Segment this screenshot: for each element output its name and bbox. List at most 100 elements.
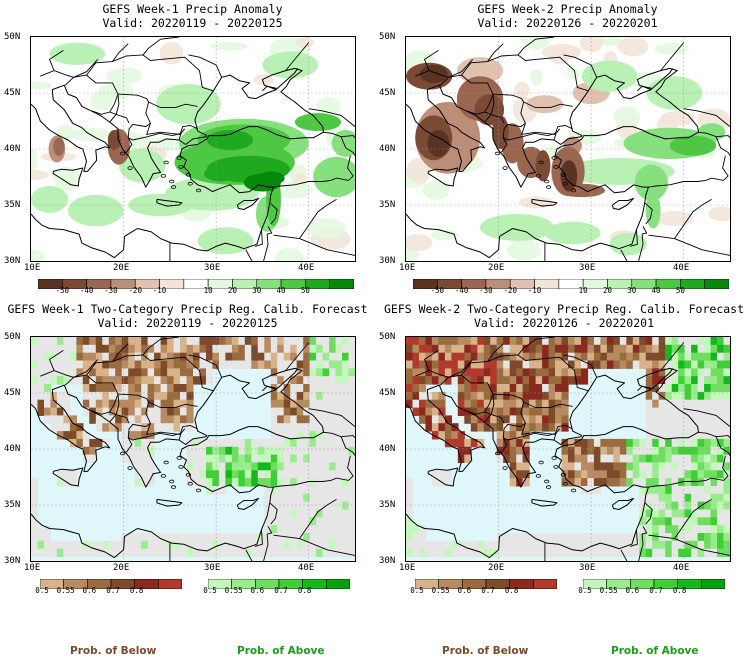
probability-cell [251,352,259,362]
probability-cell [593,454,601,463]
probability-cell [632,337,640,346]
probability-cell [134,478,142,487]
probability-cell [44,344,52,354]
probability-cell [76,540,84,550]
probability-cell [303,517,311,526]
probability-cell [342,517,350,526]
probability-cell [535,540,543,550]
probability-cell [251,470,259,479]
probability-cell [115,391,123,401]
probability-cell [419,368,427,377]
probability-cell [206,352,214,362]
probability-cell [457,360,465,369]
probability-cell [639,517,647,526]
probability-cell [270,352,278,362]
probability-cell [509,407,517,416]
probability-cell [231,352,239,362]
map-boundaries [406,337,730,561]
probability-cell [406,384,414,393]
probability-cell [444,368,452,377]
probability-cell [218,548,226,558]
lat-tick-30n: 30N [4,256,21,266]
probability-cell [283,493,291,503]
probability-cell [206,368,214,377]
probability-cell [535,360,543,369]
probability-cell [561,368,569,377]
probability-cell [464,368,472,377]
probability-cell [516,360,524,369]
border-line [73,59,99,78]
probability-cell [483,352,491,362]
border-line [638,534,644,561]
probability-cell [296,344,304,354]
probability-cell [270,493,278,503]
probability-cell [44,368,52,377]
probability-cell [309,368,317,377]
probability-cell [329,423,337,432]
probability-cell [671,454,679,463]
probability-cell [652,493,660,503]
probability-cell [322,525,330,534]
probability-cell [470,352,478,362]
probability-cell [322,384,330,393]
probability-cell [606,446,614,456]
probability-cell [470,391,478,401]
probability-cell [691,337,699,346]
probability-cell [406,540,414,550]
probability-cell [342,415,350,424]
probability-cell [704,454,712,463]
border-line [629,229,638,247]
probability-cell [141,478,149,487]
border-line [492,393,526,453]
probability-cell [82,438,90,448]
panel2-title: GEFS Week-2 Precip Anomaly Valid: 202201… [405,2,730,30]
probability-cell [141,540,149,550]
probability-cell [542,548,550,558]
probability-cell [431,360,439,369]
probability-cell [56,352,64,362]
probability-cell [412,533,420,542]
probability-cell [419,376,427,385]
border-line [269,502,278,525]
probability-cell [277,446,285,456]
island [176,156,182,160]
probability-cell [406,533,414,542]
probability-cell [76,438,84,448]
probability-cell [180,423,188,432]
probability-cell [348,493,355,503]
probability-cell [251,438,259,448]
probability-cell [108,407,116,416]
probability-cell [154,407,162,416]
probability-cell [697,478,705,487]
probability-cell [710,517,718,526]
probability-cell [652,446,660,456]
probability-cell [316,352,324,362]
probability-cell [231,344,239,354]
map-boundaries [31,337,355,561]
border-line [245,549,253,561]
probability-cell [348,501,355,510]
probability-cell [691,525,699,534]
probability-cell [542,337,550,346]
below-normal-region [526,95,564,114]
probability-cell [147,344,155,354]
probability-cell [121,438,129,448]
probability-cell [115,423,123,432]
probability-cell [555,391,563,401]
probability-cell [102,360,110,369]
probability-cell [134,462,142,471]
probability-cell [665,509,673,518]
probability-cell [516,376,524,385]
probability-cell [529,399,537,409]
probability-cell [704,384,712,393]
probability-cell [296,486,304,495]
colorbar-tick-label: -20 [503,286,517,295]
probability-cell [303,384,311,393]
anomaly-patch [660,110,696,126]
probability-cell [167,540,175,550]
island [553,465,559,469]
anomaly-patch [210,42,248,51]
coastline-sicily [427,167,459,187]
probability-cell [587,462,595,471]
probability-cell [516,384,524,393]
